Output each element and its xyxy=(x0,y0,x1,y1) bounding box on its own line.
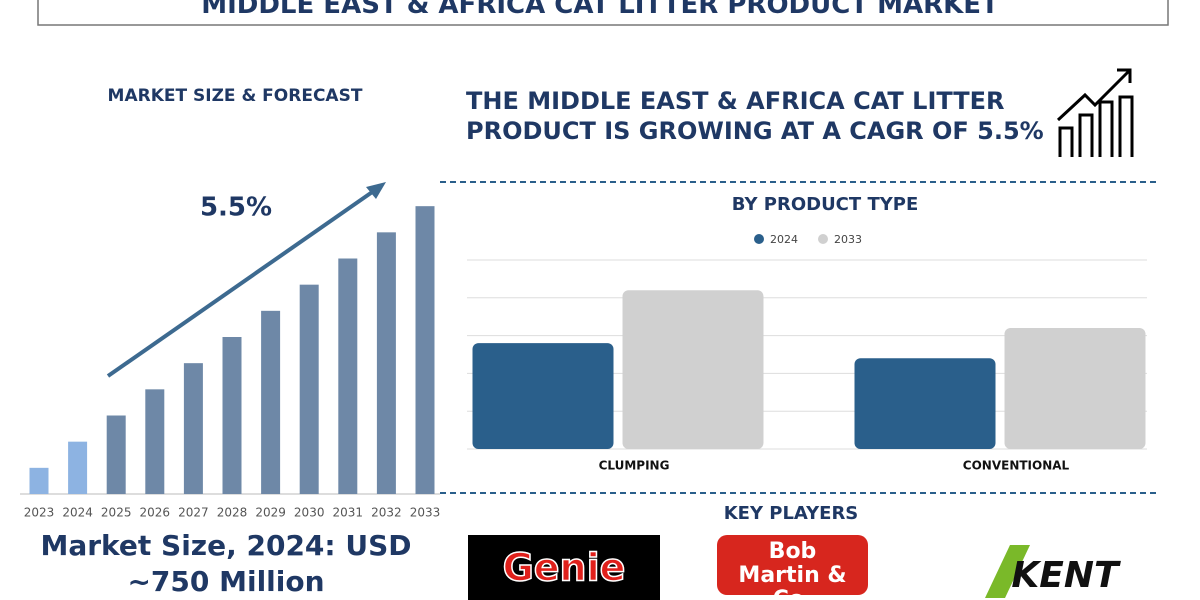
logo-genie: Genie xyxy=(468,535,660,600)
legend-marker xyxy=(818,234,828,244)
x-tick-label: 2030 xyxy=(294,506,325,520)
bar xyxy=(68,441,88,494)
x-tick-label: CONVENTIONAL xyxy=(963,459,1070,473)
logo-bobmartin xyxy=(717,535,868,595)
player-name: Genie xyxy=(503,546,626,590)
x-tick-label: 2033 xyxy=(410,506,441,520)
bar xyxy=(854,358,996,449)
x-tick-label: 2023 xyxy=(24,506,55,520)
bar xyxy=(376,232,396,495)
chart-title: MARKET SIZE & FORECAST xyxy=(107,86,363,106)
x-tick-label: 2024 xyxy=(62,506,93,520)
x-tick-label: CLUMPING xyxy=(599,459,670,473)
logo-kent: KENT xyxy=(985,545,1121,598)
page-title: MIDDLE EAST & AFRICA CAT LITTER PRODUCT … xyxy=(201,0,999,20)
bar xyxy=(261,310,281,494)
chart-title: BY PRODUCT TYPE xyxy=(731,194,919,215)
x-tick-label: 2026 xyxy=(140,506,171,520)
headline: THE MIDDLE EAST & AFRICA CAT LITTER PROD… xyxy=(466,87,1044,145)
bar xyxy=(622,290,764,449)
bar xyxy=(106,415,126,494)
x-tick-label: 2032 xyxy=(371,506,402,520)
cagr-annotation: 5.5% xyxy=(200,193,272,223)
bar xyxy=(222,337,242,494)
bar xyxy=(338,258,358,494)
bar xyxy=(299,284,319,494)
growth-icon xyxy=(1056,68,1134,157)
title-box xyxy=(37,0,1169,26)
x-tick-label: 2031 xyxy=(333,506,364,520)
trend-arrow xyxy=(106,186,380,378)
bar xyxy=(472,343,614,449)
player-name: Bob Martin & Co. xyxy=(738,539,847,600)
player-name: KENT xyxy=(1011,555,1121,596)
key-players-title: KEY PLAYERS xyxy=(723,503,859,524)
x-tick-label: 2025 xyxy=(101,506,132,520)
bar xyxy=(183,363,203,494)
market-size: Market Size, 2024: USD ~750 Million xyxy=(40,529,412,598)
bar xyxy=(29,467,49,494)
x-tick-label: 2029 xyxy=(255,506,286,520)
legend-label: 2033 xyxy=(834,233,862,246)
x-tick-label: 2028 xyxy=(217,506,248,520)
bar xyxy=(415,206,435,494)
x-tick-label: 2027 xyxy=(178,506,209,520)
arrow-head xyxy=(366,182,386,199)
legend-label: 2024 xyxy=(770,233,798,246)
bar xyxy=(1004,328,1146,449)
bar xyxy=(145,389,165,494)
legend-marker xyxy=(754,234,764,244)
